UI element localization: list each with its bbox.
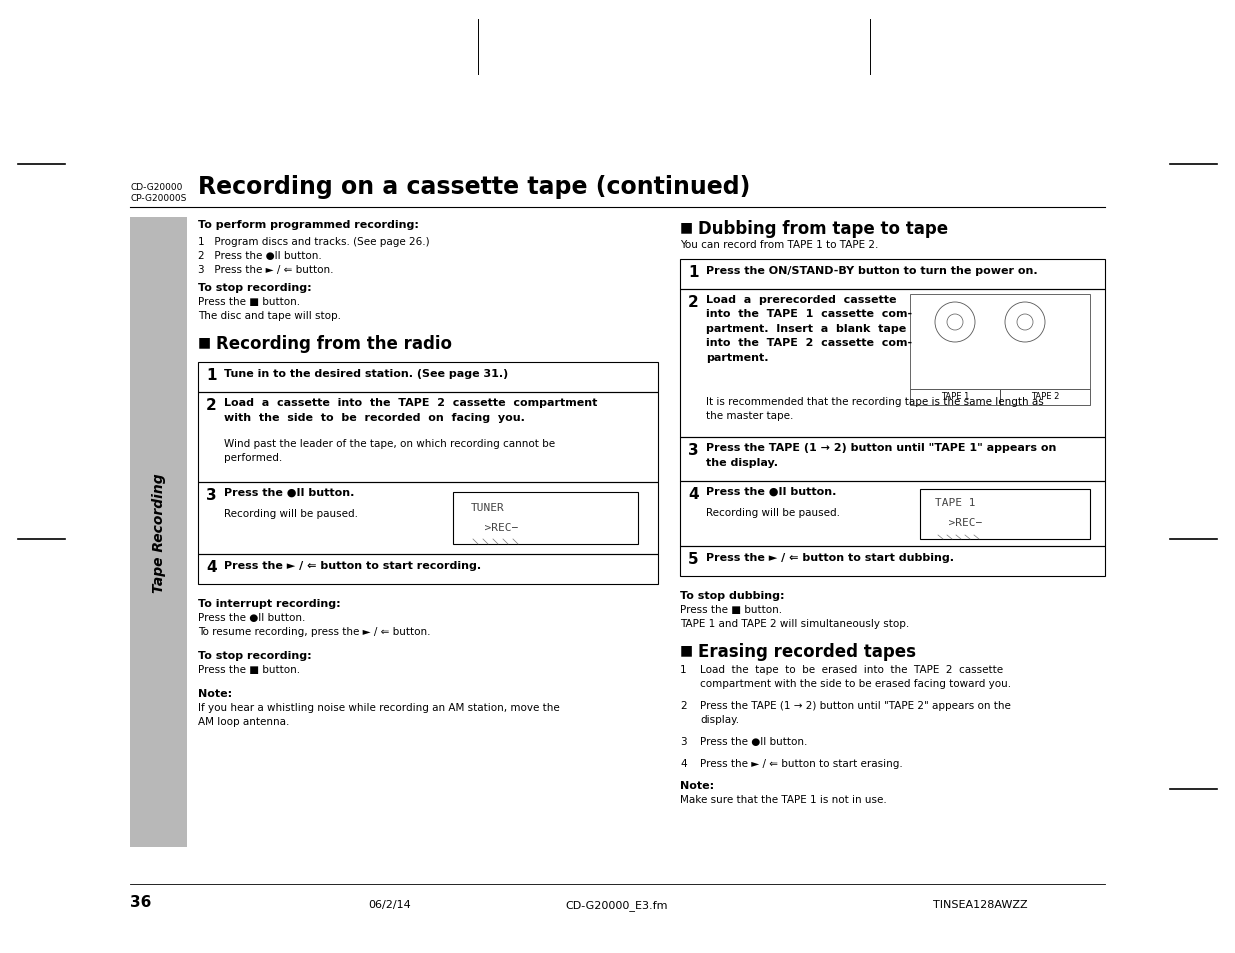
- Text: 1: 1: [688, 265, 699, 280]
- Text: Press the ► / ⇐ button to start recording.: Press the ► / ⇐ button to start recordin…: [224, 560, 482, 571]
- Text: 3: 3: [680, 737, 687, 746]
- Text: Load  the  tape  to  be  erased  into  the  TAPE  2  cassette
compartment with t: Load the tape to be erased into the TAPE…: [700, 664, 1011, 688]
- Text: To interrupt recording:: To interrupt recording:: [198, 598, 341, 608]
- Text: If you hear a whistling noise while recording an AM station, move the
AM loop an: If you hear a whistling noise while reco…: [198, 702, 559, 726]
- Text: Tape Recording: Tape Recording: [152, 473, 165, 592]
- Text: 3: 3: [688, 442, 699, 457]
- Text: Load  a  prerecorded  cassette
into  the  TAPE  1  cassette  com-
partment.  Ins: Load a prerecorded cassette into the TAP…: [706, 294, 913, 362]
- Text: CD-G20000_E3.fm: CD-G20000_E3.fm: [566, 899, 668, 910]
- Text: 3: 3: [206, 488, 216, 502]
- Text: Note:: Note:: [198, 688, 232, 699]
- Text: You can record from TAPE 1 to TAPE 2.: You can record from TAPE 1 to TAPE 2.: [680, 240, 878, 250]
- Bar: [680, 546, 1105, 577]
- Text: 3   Press the ► / ⇐ button.: 3 Press the ► / ⇐ button.: [198, 265, 333, 274]
- Text: TAPE 1 and TAPE 2 will simultaneously stop.: TAPE 1 and TAPE 2 will simultaneously st…: [680, 618, 909, 628]
- Text: Press the ► / ⇐ button to start dubbing.: Press the ► / ⇐ button to start dubbing.: [706, 553, 953, 562]
- Text: Press the ■ button.: Press the ■ button.: [198, 664, 300, 675]
- Text: 2: 2: [206, 397, 217, 413]
- Bar: [1000, 390, 1091, 406]
- Text: Press the ■ button.: Press the ■ button.: [198, 296, 300, 307]
- Text: 1: 1: [680, 664, 687, 675]
- Text: 06/2/14: 06/2/14: [368, 899, 411, 909]
- Bar: [198, 482, 658, 555]
- Bar: [130, 218, 186, 847]
- Text: TAPE 1: TAPE 1: [941, 392, 969, 400]
- Bar: [680, 437, 1105, 481]
- Text: 5: 5: [688, 552, 699, 566]
- Text: ■: ■: [198, 335, 211, 349]
- Text: 1: 1: [206, 368, 216, 382]
- Text: To resume recording, press the ► / ⇐ button.: To resume recording, press the ► / ⇐ but…: [198, 626, 431, 637]
- Bar: [680, 290, 1105, 437]
- Text: Recording from the radio: Recording from the radio: [216, 335, 452, 353]
- Text: To perform programmed recording:: To perform programmed recording:: [198, 220, 419, 230]
- Text: Wind past the leader of the tape, on which recording cannot be
performed.: Wind past the leader of the tape, on whi…: [224, 438, 555, 462]
- Text: 2   Press the ●II button.: 2 Press the ●II button.: [198, 251, 322, 261]
- Text: To stop recording:: To stop recording:: [198, 650, 311, 660]
- Bar: [453, 493, 638, 544]
- Text: Press the ●II button.: Press the ●II button.: [224, 488, 354, 497]
- Text: Note:: Note:: [680, 781, 714, 790]
- Bar: [910, 294, 1091, 390]
- Text: 4: 4: [206, 559, 216, 575]
- Text: Press the ON/STAND-BY button to turn the power on.: Press the ON/STAND-BY button to turn the…: [706, 266, 1037, 275]
- Text: Press the ●II button.: Press the ●II button.: [700, 737, 808, 746]
- Text: 4: 4: [680, 759, 687, 768]
- Text: Dubbing from tape to tape: Dubbing from tape to tape: [698, 220, 948, 237]
- Text: 2: 2: [688, 294, 699, 310]
- Text: 4: 4: [688, 486, 699, 501]
- Text: To stop dubbing:: To stop dubbing:: [680, 590, 784, 600]
- Text: CD-G20000: CD-G20000: [130, 183, 183, 192]
- Bar: [680, 481, 1105, 546]
- Text: The disc and tape will stop.: The disc and tape will stop.: [198, 311, 341, 320]
- Text: Press the ■ button.: Press the ■ button.: [680, 604, 782, 615]
- Text: TAPE 2: TAPE 2: [1031, 392, 1060, 400]
- Bar: [920, 490, 1091, 539]
- Text: ■: ■: [680, 642, 693, 657]
- Bar: [198, 363, 658, 393]
- Text: TINSEA128AWZZ: TINSEA128AWZZ: [932, 899, 1028, 909]
- Text: 2: 2: [680, 700, 687, 710]
- Text: Recording will be paused.: Recording will be paused.: [706, 507, 840, 517]
- Text: It is recommended that the recording tape is the same length as
the master tape.: It is recommended that the recording tap…: [706, 396, 1044, 420]
- Text: ■: ■: [680, 220, 693, 233]
- Text: Make sure that the TAPE 1 is not in use.: Make sure that the TAPE 1 is not in use.: [680, 794, 887, 804]
- Text: Press the ► / ⇐ button to start erasing.: Press the ► / ⇐ button to start erasing.: [700, 759, 903, 768]
- Text: Press the TAPE (1 → 2) button until "TAPE 1" appears on
the display.: Press the TAPE (1 → 2) button until "TAP…: [706, 442, 1056, 467]
- Text: Press the ●II button.: Press the ●II button.: [706, 486, 836, 497]
- Bar: [198, 393, 658, 482]
- Text: 1   Program discs and tracks. (See page 26.): 1 Program discs and tracks. (See page 26…: [198, 236, 430, 247]
- Bar: [680, 260, 1105, 290]
- Text: Recording on a cassette tape (continued): Recording on a cassette tape (continued): [198, 174, 751, 199]
- Text: To stop recording:: To stop recording:: [198, 283, 311, 293]
- Text: Erasing recorded tapes: Erasing recorded tapes: [698, 642, 916, 660]
- Text: TAPE 1: TAPE 1: [935, 497, 976, 507]
- Text: Press the TAPE (1 → 2) button until "TAPE 2" appears on the
display.: Press the TAPE (1 → 2) button until "TAP…: [700, 700, 1011, 724]
- Text: Load  a  cassette  into  the  TAPE  2  cassette  compartment
with  the  side  to: Load a cassette into the TAPE 2 cassette…: [224, 397, 598, 422]
- Bar: [910, 390, 1000, 406]
- Text: >REC−: >REC−: [471, 522, 519, 533]
- Text: TUNER: TUNER: [471, 502, 505, 513]
- Text: Tune in to the desired station. (See page 31.): Tune in to the desired station. (See pag…: [224, 369, 509, 378]
- Text: Press the ●II button.: Press the ●II button.: [198, 613, 305, 622]
- Text: CP-G20000S: CP-G20000S: [130, 193, 186, 203]
- Text: 36: 36: [130, 894, 152, 909]
- Bar: [198, 555, 658, 584]
- Text: >REC−: >REC−: [935, 517, 982, 527]
- Text: Recording will be paused.: Recording will be paused.: [224, 509, 358, 518]
